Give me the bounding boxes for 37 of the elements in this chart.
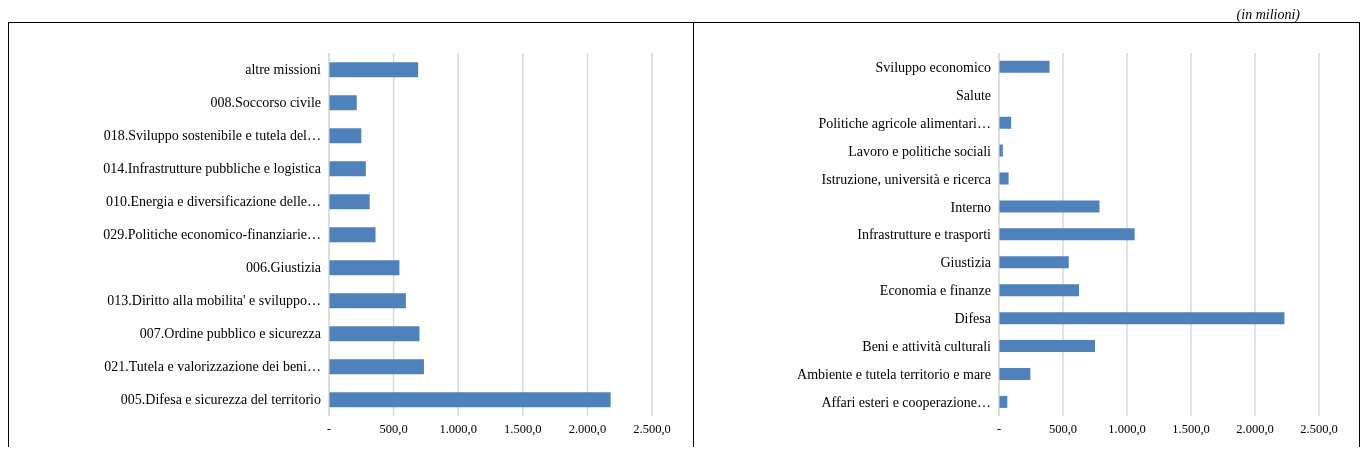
y-tick-label: 014.Infrastrutture pubbliche e logistica	[103, 161, 322, 177]
y-tick-label: Interno	[950, 199, 991, 215]
y-tick-label: 013.Diritto alla mobilita' e sviluppo…	[107, 293, 321, 309]
y-tick-label: Sviluppo economico	[875, 59, 991, 75]
y-tick-label: 005.Difesa e sicurezza del territorio	[120, 392, 321, 408]
y-tick-label: Beni e attività culturali	[862, 339, 992, 355]
y-tick-label: 029.Politiche economico-finanziarie…	[103, 227, 321, 243]
y-tick-label: Politiche agricole alimentari…	[818, 115, 991, 131]
y-tick-label: Economia e finanze	[879, 283, 991, 299]
y-tick-label: Difesa	[954, 311, 992, 327]
x-tick-label: 2.500,0	[1300, 421, 1338, 436]
y-tick-label: Istruzione, università e ricerca	[821, 171, 992, 187]
y-tick-label: altre missioni	[245, 62, 322, 78]
x-tick-label: -	[326, 421, 332, 436]
y-tick-label: Ambiente e tutela territorio e mare	[797, 367, 991, 383]
x-tick-label: 2.000,0	[568, 421, 607, 436]
x-tick-label: -	[996, 421, 1002, 436]
x-tick-label: 500,0	[379, 421, 408, 436]
y-tick-label: 018.Sviluppo sostenibile e tutela del…	[103, 128, 321, 144]
x-tick-label: 1.000,0	[1108, 421, 1146, 436]
x-tick-label: 1.000,0	[439, 421, 477, 436]
y-tick-label: 006.Giustizia	[245, 260, 322, 276]
y-tick-label: Giustizia	[940, 255, 992, 271]
y-tick-label: 008.Soccorso civile	[210, 95, 321, 111]
x-tick-label: 500,0	[1048, 421, 1078, 436]
y-tick-label: Lavoro e politiche sociali	[848, 143, 992, 159]
text: (in milioni)	[1236, 7, 1300, 22]
x-tick-label: 2.000,0	[1236, 421, 1274, 436]
x-tick-label: 2.500,0	[633, 421, 671, 436]
y-tick-label: 021.Tutela e valorizzazione dei beni…	[104, 359, 321, 375]
y-tick-label: Affari esteri e cooperazione…	[821, 395, 991, 411]
y-tick-label: Salute	[956, 87, 991, 103]
x-tick-label: 1.500,0	[504, 421, 542, 436]
x-tick-label: 1.500,0	[1172, 421, 1210, 436]
y-tick-label: 007.Ordine pubblico e sicurezza	[139, 326, 322, 342]
y-tick-label: 010.Energia e diversificazione delle…	[105, 194, 321, 210]
y-tick-label: Infrastrutture e trasporti	[857, 227, 992, 243]
